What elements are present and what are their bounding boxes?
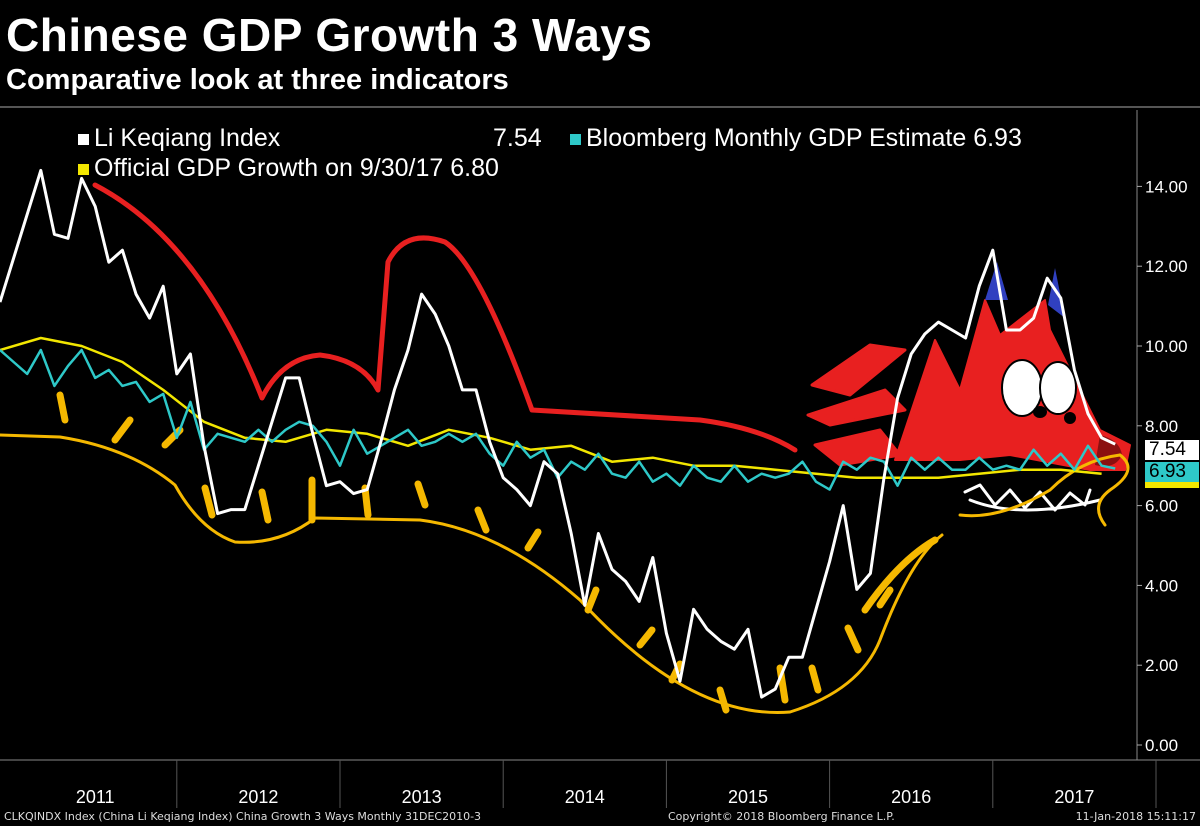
dragon-belly-spikes bbox=[56, 391, 894, 714]
y-tick-label: 10.00 bbox=[1145, 337, 1188, 356]
series-line-li-keqiang-index bbox=[0, 168, 1116, 699]
legend-label: Official GDP Growth on 9/30/17 bbox=[94, 154, 444, 182]
y-tick-label: 14.00 bbox=[1145, 177, 1188, 196]
x-axis-ticks: 2011 2012 2013 2014 2015 2016 2017 bbox=[76, 760, 1157, 808]
legend-value: 6.80 bbox=[450, 154, 499, 182]
y-tick-label: 8.00 bbox=[1145, 417, 1178, 436]
legend-swatch-icon bbox=[78, 133, 89, 145]
dragon-mane bbox=[806, 343, 907, 467]
dragon-teeth bbox=[963, 483, 1102, 512]
y-tick-label: 2.00 bbox=[1145, 656, 1178, 675]
dragon-belly-line bbox=[0, 433, 944, 714]
x-tick-label: 2012 bbox=[238, 787, 278, 807]
legend-value: 7.54 bbox=[493, 124, 542, 152]
legend-value: 6.93 bbox=[973, 124, 1022, 152]
x-tick-label: 2017 bbox=[1054, 787, 1094, 807]
last-value-tag-bloomberg: 6.93 bbox=[1145, 462, 1199, 482]
footer-source: CLKQINDX Index (China Li Keqiang Index) … bbox=[4, 810, 482, 823]
y-tick-label: 6.00 bbox=[1145, 497, 1178, 516]
x-tick-label: 2016 bbox=[891, 787, 931, 807]
legend-label: Bloomberg Monthly GDP Estimate bbox=[586, 124, 967, 152]
chart-subtitle: Comparative look at three indicators bbox=[6, 64, 509, 96]
legend-swatch-icon bbox=[570, 133, 581, 145]
series-lines bbox=[0, 168, 1116, 699]
legend-item-official-gdp: Official GDP Growth on 9/30/17 6.80 bbox=[78, 154, 499, 183]
y-tick-label: 12.00 bbox=[1145, 257, 1188, 276]
y-axis-ticks: 0.00 2.00 4.00 6.00 8.00 10.00 12.00 14.00 bbox=[1137, 177, 1188, 755]
series-line-official-gdp-growth bbox=[0, 336, 1102, 479]
footer-copyright: Copyright© 2018 Bloomberg Finance L.P. bbox=[668, 810, 895, 823]
header-divider bbox=[0, 106, 1200, 108]
last-value-tag-official bbox=[1145, 482, 1199, 488]
x-tick-label: 2014 bbox=[565, 787, 605, 807]
footer-timestamp: 11-Jan-2018 15:11:17 bbox=[1075, 810, 1196, 823]
chart-title: Chinese GDP Growth 3 Ways bbox=[6, 9, 653, 61]
x-tick-label: 2015 bbox=[728, 787, 768, 807]
legend-item-bloomberg: Bloomberg Monthly GDP Estimate 6.93 bbox=[570, 124, 1022, 153]
dragon-back-line bbox=[92, 182, 798, 453]
x-tick-label: 2011 bbox=[76, 787, 115, 807]
y-tick-label: 4.00 bbox=[1145, 576, 1178, 595]
legend-item-li-keqiang: Li Keqiang Index bbox=[78, 124, 280, 153]
legend-label: Li Keqiang Index bbox=[94, 124, 281, 152]
dragon-doodle bbox=[0, 182, 1131, 714]
x-tick-label: 2013 bbox=[402, 787, 442, 807]
legend-swatch-icon bbox=[78, 163, 89, 175]
y-tick-label: 0.00 bbox=[1145, 736, 1178, 755]
dragon-eye bbox=[1039, 361, 1077, 415]
last-value-tag-li-keqiang: 7.54 bbox=[1145, 440, 1199, 460]
